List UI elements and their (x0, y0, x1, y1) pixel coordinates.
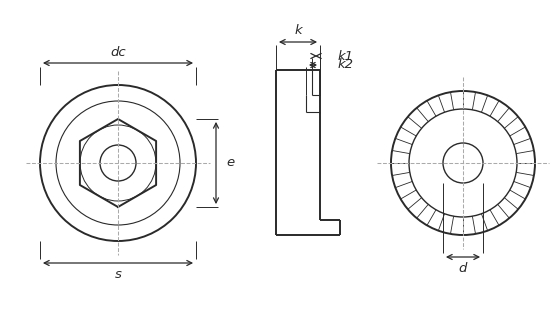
Text: k: k (294, 24, 302, 37)
Text: e: e (226, 156, 234, 170)
Text: d: d (459, 261, 467, 274)
Text: s: s (114, 268, 122, 280)
Text: dc: dc (110, 47, 126, 60)
Text: k2: k2 (338, 58, 354, 71)
Text: k1: k1 (338, 50, 354, 63)
